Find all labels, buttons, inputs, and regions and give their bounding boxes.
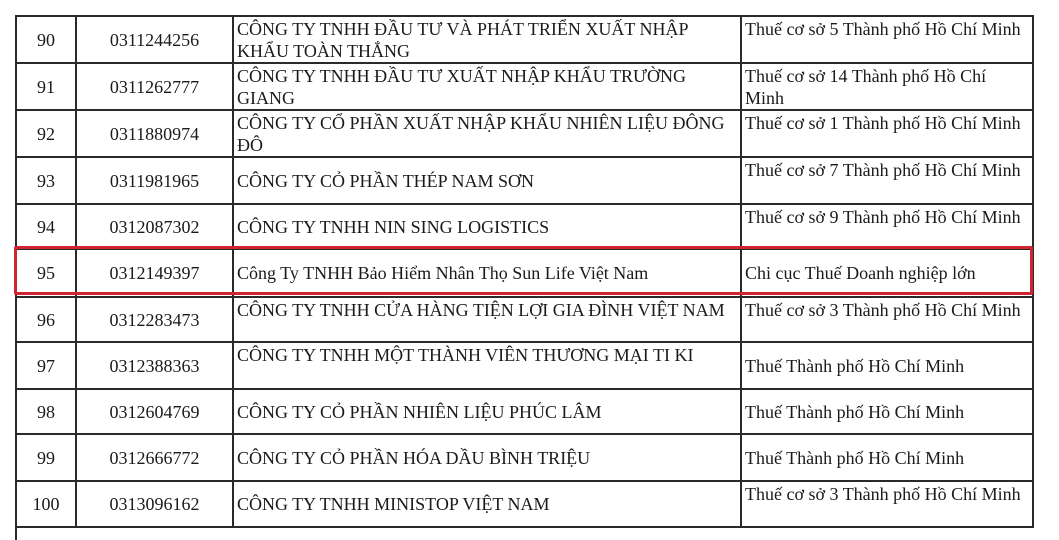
- table-row: 90 0311244256 CÔNG TY TNHH ĐẦU TƯ VÀ PHÁT …: [15, 15, 1034, 64]
- company-name-cell: CÔNG TY TNHH MỘT THÀNH VIÊN THƯƠNG MẠI T…: [232, 341, 742, 390]
- table-row: 96 0312283473 CÔNG TY TNHH CỬA HÀNG TIỆN L…: [15, 296, 1034, 343]
- company-name-cell: CÔNG TY CỎ PHẦN THÉP NAM SƠN: [232, 156, 742, 205]
- company-tax-table: 90 0311244256 CÔNG TY TNHH ĐẦU TƯ VÀ PHÁT …: [15, 15, 1034, 528]
- table-row: 95 0312149397 Công Ty TNHH Bảo Hiểm Nhân T…: [15, 248, 1034, 298]
- company-name-cell: CÔNG TY TNHH CỬA HÀNG TIỆN LỢI GIA ĐÌNH …: [232, 296, 742, 343]
- row-number-cell: 97: [15, 341, 77, 390]
- table-row: 98 0312604769 CÔNG TY CỎ PHẦN NHIÊN LIỆU P…: [15, 388, 1034, 435]
- row-number-cell: 90: [15, 15, 77, 64]
- row-number-cell: 92: [15, 109, 77, 158]
- row-number-cell: 100: [15, 480, 77, 528]
- tax-authority-cell: Thuế cơ sở 5 Thành phố Hồ Chí Minh: [740, 15, 1034, 64]
- tax-authority-cell: Thuế cơ sở 3 Thành phố Hồ Chí Minh: [740, 480, 1034, 528]
- table-row: 94 0312087302 CÔNG TY TNHH NIN SING LOGIST…: [15, 203, 1034, 250]
- tax-authority-cell: Thuế cơ sở 7 Thành phố Hồ Chí Minh: [740, 156, 1034, 205]
- tax-authority-cell: Thuế cơ sở 9 Thành phố Hồ Chí Minh: [740, 203, 1034, 250]
- tax-code-cell: 0312666772: [75, 433, 234, 482]
- table-row: 93 0311981965 CÔNG TY CỎ PHẦN THÉP NAM SƠN…: [15, 156, 1034, 205]
- company-name-cell: CÔNG TY TNHH NIN SING LOGISTICS: [232, 203, 742, 250]
- table-row: 92 0311880974 CÔNG TY CỔ PHẦN XUẤT NHẬP KH…: [15, 109, 1034, 158]
- tax-code-cell: 0312087302: [75, 203, 234, 250]
- company-name-cell: Công Ty TNHH Bảo Hiểm Nhân Thọ Sun Life …: [232, 248, 742, 298]
- table-row: 91 0311262777 CÔNG TY TNHH ĐẦU TƯ XUẤT NHẬ…: [15, 62, 1034, 111]
- tax-code-cell: 0313096162: [75, 480, 234, 528]
- company-name-cell: CÔNG TY TNHH ĐẦU TƯ VÀ PHÁT TRIỂN XUẤT N…: [232, 15, 742, 64]
- row-number-cell: 95: [15, 248, 77, 298]
- tax-code-cell: 0312388363: [75, 341, 234, 390]
- tax-authority-cell: Thuế Thành phố Hồ Chí Minh: [740, 433, 1034, 482]
- row-number-cell: 96: [15, 296, 77, 343]
- tax-authority-cell: Thuế cơ sở 14 Thành phố Hồ Chí Minh: [740, 62, 1034, 111]
- tax-code-cell: 0311244256: [75, 15, 234, 64]
- tax-code-cell: 0312149397: [75, 248, 234, 298]
- row-number-cell: 91: [15, 62, 77, 111]
- partial-next-row: [15, 523, 1034, 540]
- tax-code-cell: 0311880974: [75, 109, 234, 158]
- tax-code-cell: 0312283473: [75, 296, 234, 343]
- table-row: 100 0313096162 CÔNG TY TNHH MINISTOP VIỆT …: [15, 480, 1034, 528]
- tax-authority-cell: Thuế Thành phố Hồ Chí Minh: [740, 388, 1034, 435]
- table-body: 90 0311244256 CÔNG TY TNHH ĐẦU TƯ VÀ PHÁT …: [15, 15, 1034, 528]
- row-number-cell: 98: [15, 388, 77, 435]
- company-name-cell: CÔNG TY TNHH ĐẦU TƯ XUẤT NHẬP KHẨU TRƯỜN…: [232, 62, 742, 111]
- tax-authority-cell: Thuế Thành phố Hồ Chí Minh: [740, 341, 1034, 390]
- row-number-cell: 99: [15, 433, 77, 482]
- tax-authority-cell: Chi cục Thuế Doanh nghiệp lớn: [740, 248, 1034, 298]
- company-name-cell: CÔNG TY CỎ PHẦN HÓA DẦU BÌNH TRIỆU: [232, 433, 742, 482]
- row-number-cell: 94: [15, 203, 77, 250]
- tax-code-cell: 0311262777: [75, 62, 234, 111]
- tax-code-cell: 0312604769: [75, 388, 234, 435]
- company-name-cell: CÔNG TY CỔ PHẦN XUẤT NHẬP KHẨU NHIÊN LIỆ…: [232, 109, 742, 158]
- table-row: 97 0312388363 CÔNG TY TNHH MỘT THÀNH VIÊN …: [15, 341, 1034, 390]
- tax-code-cell: 0311981965: [75, 156, 234, 205]
- tax-authority-cell: Thuế cơ sở 1 Thành phố Hồ Chí Minh: [740, 109, 1034, 158]
- company-name-cell: CÔNG TY CỎ PHẦN NHIÊN LIỆU PHÚC LÂM: [232, 388, 742, 435]
- company-name-cell: CÔNG TY TNHH MINISTOP VIỆT NAM: [232, 480, 742, 528]
- tax-authority-cell: Thuế cơ sở 3 Thành phố Hồ Chí Minh: [740, 296, 1034, 343]
- row-number-cell: 93: [15, 156, 77, 205]
- table-row: 99 0312666772 CÔNG TY CỎ PHẦN HÓA DẦU BÌNH…: [15, 433, 1034, 482]
